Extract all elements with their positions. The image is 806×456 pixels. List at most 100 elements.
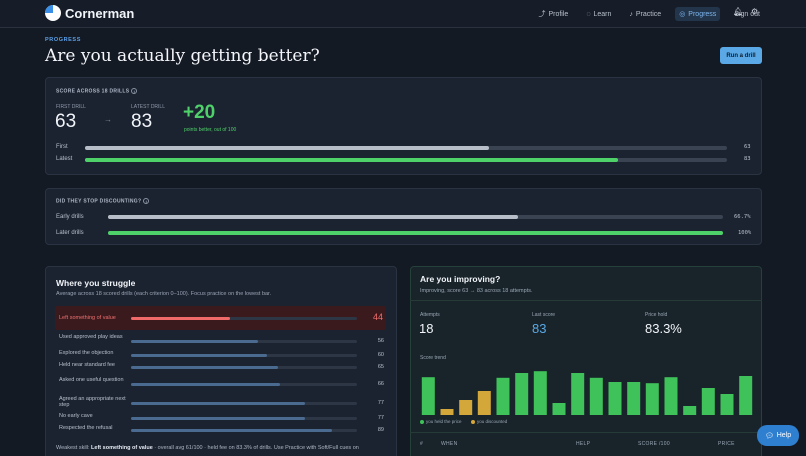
- criterion-fill: [131, 366, 278, 369]
- trend-bar: [739, 376, 753, 415]
- criterion-track: [131, 429, 357, 432]
- page-title: Are you actually getting better?: [45, 46, 320, 66]
- bar-label-later: Later drills: [56, 230, 84, 236]
- score-card-label: SCORE ACROSS 18 DRILLS i: [56, 88, 138, 94]
- stat-last-score-label: Last score: [532, 312, 556, 318]
- info-icon[interactable]: i: [131, 88, 138, 94]
- criterion-value: 56: [377, 338, 384, 344]
- bar-fill-later: [108, 231, 723, 235]
- divider: [410, 300, 762, 301]
- th-index: #: [420, 441, 424, 447]
- bell-icon[interactable]: 🔔︎: [733, 7, 744, 16]
- mic-icon: ♪: [629, 10, 633, 18]
- improving-card: [410, 266, 762, 456]
- struggle-card: [45, 266, 397, 456]
- trend-bar: [459, 400, 473, 415]
- trend-icon: ⤴: [538, 11, 546, 18]
- th-help: HELP: [576, 441, 591, 447]
- criterion-label: Held near standard fee: [59, 362, 115, 368]
- bar-label-first: First: [56, 144, 68, 150]
- criterion-fill: [131, 429, 333, 432]
- lightbulb-icon: ◌: [586, 10, 591, 18]
- nav-learn[interactable]: ◌ Learn: [586, 10, 612, 18]
- bar-value-later: 100%: [738, 230, 752, 236]
- criterion-fill: [131, 383, 281, 386]
- score-delta: +20: [183, 102, 216, 123]
- criterion-track: [131, 417, 357, 420]
- criterion-track: [131, 317, 357, 320]
- criterion-label: Respected the refusal: [59, 425, 113, 431]
- brand-logo[interactable]: Cornerman: [45, 5, 134, 21]
- page-kicker: PROGRESS: [45, 37, 81, 43]
- improving-title: Are you improving?: [420, 274, 501, 284]
- trend-bar: [552, 403, 566, 415]
- run-drill-button[interactable]: Run a drill: [720, 47, 762, 64]
- criterion-value: 77: [377, 400, 384, 406]
- trend-bar: [627, 382, 641, 415]
- nav-sign-out[interactable]: Sign out: [734, 10, 760, 18]
- criterion-row: Held near standard fee 65: [55, 362, 386, 372]
- criterion-fill: [131, 402, 306, 405]
- criterion-row: No early cave 77: [55, 413, 386, 423]
- target-icon: ◎: [679, 11, 686, 18]
- criterion-fill: [131, 354, 267, 357]
- bar-label-latest: Latest: [56, 156, 73, 162]
- criterion-row: Asked one useful question 66: [55, 377, 386, 391]
- nav-progress[interactable]: ◎ Progress: [675, 7, 721, 21]
- bar-fill-first: [85, 146, 490, 150]
- trend-bar: [477, 391, 491, 415]
- latest-drill-label: LATEST DRILL: [131, 104, 165, 110]
- criterion-label: Asked one useful question: [59, 377, 124, 383]
- bar-value-latest: 83: [744, 156, 751, 162]
- criterion-row: Used approved play ideas 56: [55, 334, 386, 348]
- th-score: SCORE /100: [638, 441, 670, 447]
- info-icon[interactable]: i: [143, 198, 150, 204]
- nav-practice[interactable]: ♪ Practice: [629, 10, 662, 18]
- arrow-right-icon: →: [104, 115, 112, 124]
- criterion-value: 44: [372, 312, 383, 322]
- bar-track-early: [108, 215, 723, 219]
- first-drill-label: FIRST DRILL: [56, 104, 86, 110]
- gear-icon[interactable]: ⚙: [751, 7, 759, 16]
- nav-profile[interactable]: ⤴ Profile: [538, 10, 569, 19]
- score-delta-caption: points better, out of 100: [184, 127, 237, 133]
- first-drill-value: 63: [55, 111, 77, 132]
- legend-discounted: you discounted: [471, 419, 507, 424]
- latest-drill-value: 83: [131, 111, 153, 132]
- trend-bar: [533, 371, 547, 415]
- trend-bar: [440, 409, 454, 415]
- trend-bar: [496, 377, 510, 415]
- trend-bar: [683, 406, 697, 415]
- stat-last-score-value: 83: [532, 321, 547, 336]
- legend-dot-discounted: [471, 419, 475, 424]
- trend-bar: [515, 373, 529, 415]
- stat-price-hold-value: 83.3%: [645, 321, 682, 336]
- score-trend-label: Score trend: [420, 355, 446, 361]
- improving-subtitle: Improving, score 63 → 83 across 18 attem…: [420, 288, 533, 294]
- criterion-fill: [131, 417, 306, 420]
- criterion-label: Agreed an appropriate next step: [59, 396, 126, 408]
- trend-bar: [421, 377, 435, 415]
- criterion-track: [131, 366, 357, 369]
- legend-dot-held: [420, 419, 424, 424]
- cornerman-logo-icon: [45, 5, 61, 21]
- th-when: WHEN: [441, 441, 458, 447]
- trend-bar: [701, 388, 715, 415]
- criterion-track: [131, 340, 357, 343]
- criterion-track: [131, 383, 357, 386]
- trend-bar: [608, 382, 622, 415]
- criterion-value: 66: [377, 381, 384, 387]
- bar-track-latest: [85, 158, 727, 162]
- bar-track-first: [85, 146, 727, 150]
- chat-icon: 💬︎: [764, 432, 774, 440]
- top-nav: Cornerman ⤴ Profile ◌ Learn ♪ Practice ◎ Pro…: [0, 0, 806, 28]
- legend-held: you held the price: [420, 419, 462, 424]
- bar-value-first: 63: [744, 144, 751, 150]
- trend-bar: [645, 383, 659, 415]
- bar-track-later: [108, 231, 723, 235]
- stat-price-hold-label: Price hold: [645, 312, 668, 318]
- trend-bar: [720, 394, 734, 415]
- help-button[interactable]: 💬︎ Help: [757, 425, 799, 446]
- criterion-value: 60: [377, 352, 384, 358]
- weakest-skill-note: Weakest skill: Left something of value ·…: [56, 445, 359, 451]
